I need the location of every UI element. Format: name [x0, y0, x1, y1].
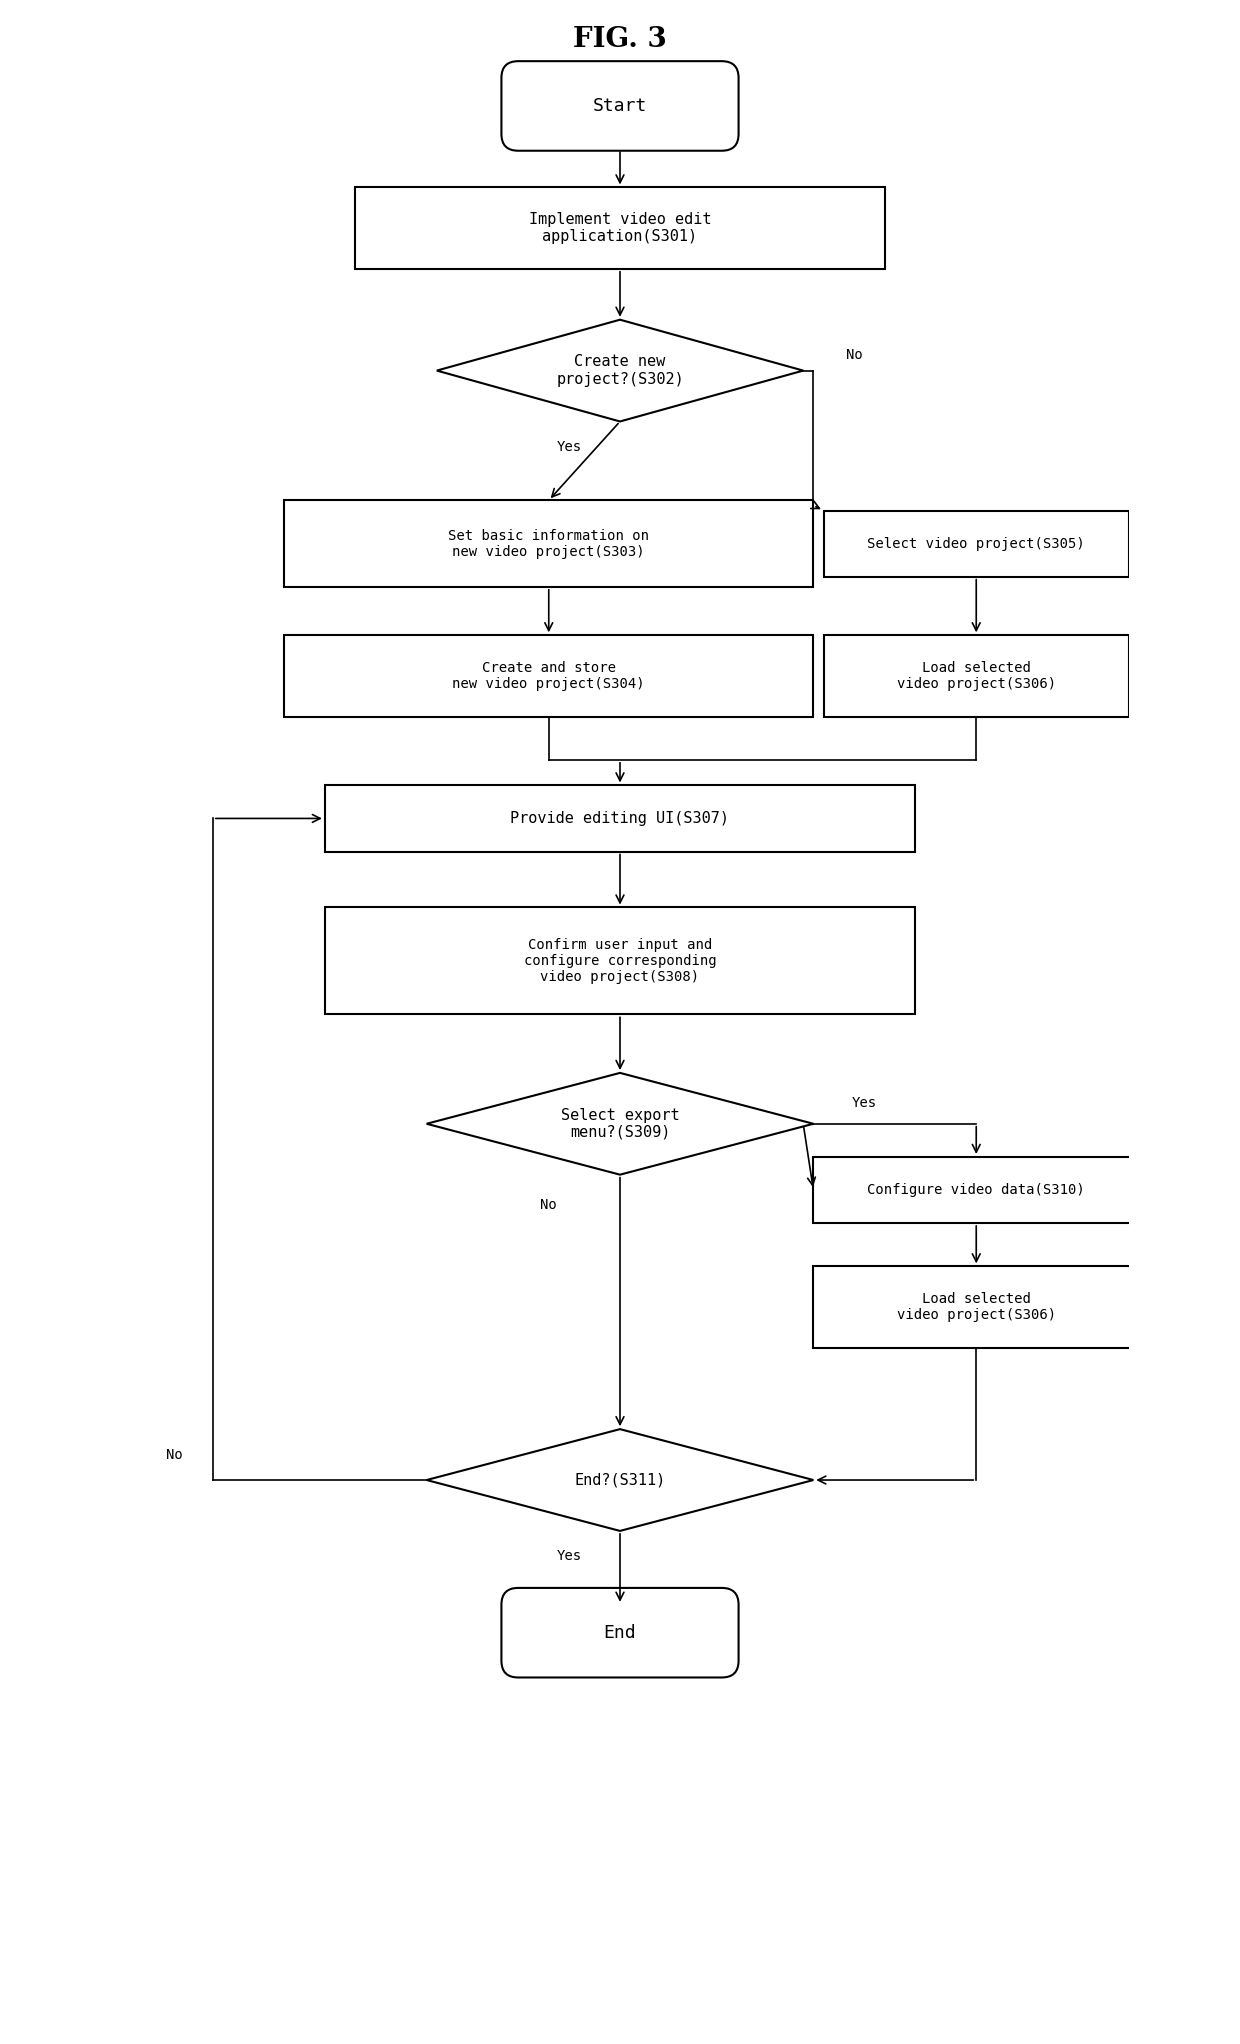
- Text: Create and store
new video project(S304): Create and store new video project(S304): [453, 660, 645, 691]
- Text: No: No: [541, 1198, 557, 1212]
- Text: Load selected
video project(S306): Load selected video project(S306): [897, 1292, 1055, 1322]
- Text: Set basic information on
new video project(S303): Set basic information on new video proje…: [448, 529, 650, 558]
- Text: Configure video data(S310): Configure video data(S310): [867, 1183, 1085, 1198]
- FancyBboxPatch shape: [325, 908, 915, 1014]
- Text: Confirm user input and
configure corresponding
video project(S308): Confirm user input and configure corresp…: [523, 938, 717, 983]
- Text: Yes: Yes: [557, 439, 582, 454]
- FancyBboxPatch shape: [813, 1157, 1140, 1222]
- Text: End: End: [604, 1623, 636, 1641]
- Text: Yes: Yes: [557, 1549, 582, 1564]
- Text: FIG. 3: FIG. 3: [573, 27, 667, 53]
- Text: Start: Start: [593, 96, 647, 114]
- FancyBboxPatch shape: [356, 188, 884, 270]
- Text: Yes: Yes: [852, 1096, 877, 1110]
- Text: Implement video edit
application(S301): Implement video edit application(S301): [528, 213, 712, 245]
- Text: Select export
menu?(S309): Select export menu?(S309): [560, 1108, 680, 1141]
- Polygon shape: [427, 1073, 813, 1175]
- FancyBboxPatch shape: [813, 1267, 1140, 1347]
- Polygon shape: [436, 319, 804, 421]
- FancyBboxPatch shape: [823, 636, 1128, 717]
- Text: Create new
project?(S302): Create new project?(S302): [556, 354, 684, 386]
- Polygon shape: [427, 1429, 813, 1531]
- Text: No: No: [166, 1447, 182, 1461]
- Text: Load selected
video project(S306): Load selected video project(S306): [897, 660, 1055, 691]
- Text: Provide editing UI(S307): Provide editing UI(S307): [511, 811, 729, 826]
- FancyBboxPatch shape: [284, 636, 813, 717]
- FancyBboxPatch shape: [501, 61, 739, 151]
- Text: Select video project(S305): Select video project(S305): [867, 538, 1085, 550]
- FancyBboxPatch shape: [284, 501, 813, 587]
- Text: No: No: [846, 347, 863, 362]
- Text: End?(S311): End?(S311): [574, 1472, 666, 1488]
- FancyBboxPatch shape: [823, 511, 1128, 576]
- FancyBboxPatch shape: [501, 1588, 739, 1678]
- FancyBboxPatch shape: [325, 785, 915, 852]
